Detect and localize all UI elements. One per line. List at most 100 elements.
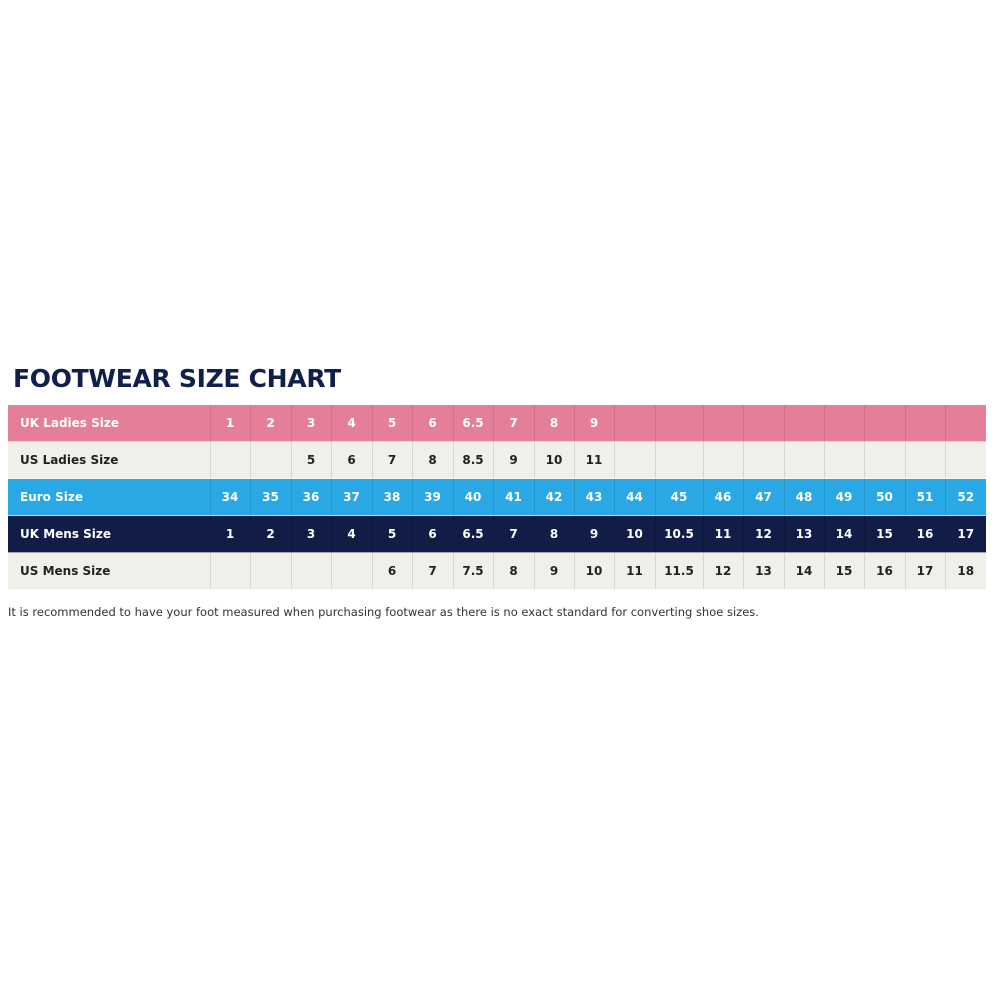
size-cell: 48 bbox=[783, 478, 824, 516]
size-cell: 14 bbox=[783, 552, 824, 590]
size-cell bbox=[654, 405, 703, 442]
page-title: FOOTWEAR SIZE CHART bbox=[13, 364, 341, 393]
table-row: UK Ladies Size 1 2 3 4 5 6 6.5 7 8 9 bbox=[8, 405, 986, 442]
size-cell: 15 bbox=[863, 515, 905, 553]
size-cell bbox=[702, 405, 743, 442]
size-cell bbox=[742, 441, 784, 479]
size-chart-table: UK Ladies Size 1 2 3 4 5 6 6.5 7 8 9 US Ladies Size… bbox=[8, 405, 986, 590]
size-cell: 41 bbox=[492, 478, 534, 516]
size-cell bbox=[863, 441, 905, 479]
size-cell bbox=[209, 552, 250, 590]
size-cell: 15 bbox=[823, 552, 864, 590]
size-cell: 3 bbox=[290, 515, 331, 553]
size-cell: 6.5 bbox=[452, 515, 493, 553]
size-cell: 10 bbox=[613, 515, 655, 553]
size-cell: 9 bbox=[533, 552, 574, 590]
size-cell bbox=[823, 405, 864, 442]
size-cell: 6 bbox=[411, 405, 453, 442]
size-cell: 14 bbox=[823, 515, 864, 553]
size-cell: 3 bbox=[290, 405, 331, 442]
size-cell: 9 bbox=[573, 515, 614, 553]
size-cell: 2 bbox=[249, 515, 291, 553]
row-label: Euro Size bbox=[8, 478, 210, 516]
size-cell: 34 bbox=[209, 478, 250, 516]
size-cell: 6 bbox=[330, 441, 372, 479]
size-cell: 5 bbox=[290, 441, 331, 479]
size-cell: 47 bbox=[742, 478, 784, 516]
size-cell: 11 bbox=[613, 552, 655, 590]
size-cell bbox=[783, 405, 824, 442]
size-cell: 11 bbox=[702, 515, 743, 553]
row-label: US Ladies Size bbox=[8, 441, 210, 479]
size-cell: 7 bbox=[492, 515, 534, 553]
size-cell: 38 bbox=[371, 478, 412, 516]
size-cell bbox=[904, 405, 945, 442]
size-cell: 13 bbox=[742, 552, 784, 590]
size-cell bbox=[944, 405, 986, 442]
row-label: UK Ladies Size bbox=[8, 405, 210, 442]
size-cell: 9 bbox=[573, 405, 614, 442]
size-cell: 2 bbox=[249, 405, 291, 442]
size-cell: 1 bbox=[209, 405, 250, 442]
size-cell: 6 bbox=[411, 515, 453, 553]
size-cell: 42 bbox=[533, 478, 574, 516]
size-cell: 10 bbox=[533, 441, 574, 479]
size-cell bbox=[613, 405, 655, 442]
row-label: US Mens Size bbox=[8, 552, 210, 590]
table-row: UK Mens Size 1 2 3 4 5 6 6.5 7 8 9 10 10.5 11 12 13 14 15… bbox=[8, 515, 986, 553]
size-cell: 50 bbox=[863, 478, 905, 516]
size-cell bbox=[654, 441, 703, 479]
size-cell: 46 bbox=[702, 478, 743, 516]
size-cell: 7.5 bbox=[452, 552, 493, 590]
size-cell: 40 bbox=[452, 478, 493, 516]
size-cell bbox=[904, 441, 945, 479]
size-cell bbox=[249, 552, 291, 590]
size-cell bbox=[863, 405, 905, 442]
size-cell: 10.5 bbox=[654, 515, 703, 553]
size-cell: 4 bbox=[330, 405, 372, 442]
size-cell: 7 bbox=[411, 552, 453, 590]
size-cell bbox=[944, 441, 986, 479]
size-cell: 7 bbox=[492, 405, 534, 442]
size-cell: 39 bbox=[411, 478, 453, 516]
size-cell: 18 bbox=[944, 552, 986, 590]
size-cell bbox=[209, 441, 250, 479]
size-cell: 5 bbox=[371, 405, 412, 442]
size-cell: 8 bbox=[533, 515, 574, 553]
size-cell: 6 bbox=[371, 552, 412, 590]
size-cell: 12 bbox=[742, 515, 784, 553]
size-cell: 11.5 bbox=[654, 552, 703, 590]
size-cell: 8 bbox=[533, 405, 574, 442]
size-cell: 9 bbox=[492, 441, 534, 479]
size-cell: 4 bbox=[330, 515, 372, 553]
row-label: UK Mens Size bbox=[8, 515, 210, 553]
disclaimer-note: It is recommended to have your foot meas… bbox=[8, 605, 759, 619]
size-cell bbox=[783, 441, 824, 479]
size-cell: 52 bbox=[944, 478, 986, 516]
size-cell: 8 bbox=[411, 441, 453, 479]
size-cell bbox=[613, 441, 655, 479]
size-cell: 37 bbox=[330, 478, 372, 516]
size-cell bbox=[702, 441, 743, 479]
size-cell bbox=[742, 405, 784, 442]
size-cell bbox=[290, 552, 331, 590]
size-cell: 6.5 bbox=[452, 405, 493, 442]
size-cell bbox=[249, 441, 291, 479]
size-cell: 8.5 bbox=[452, 441, 493, 479]
size-cell: 44 bbox=[613, 478, 655, 516]
table-row: US Mens Size 6 7 7.5 8 9 10 11 11.5 12 13 14 15 16 17 1… bbox=[8, 552, 986, 590]
size-cell: 16 bbox=[863, 552, 905, 590]
size-cell: 12 bbox=[702, 552, 743, 590]
size-cell: 8 bbox=[492, 552, 534, 590]
size-cell: 5 bbox=[371, 515, 412, 553]
size-cell: 49 bbox=[823, 478, 864, 516]
size-cell: 13 bbox=[783, 515, 824, 553]
size-cell: 16 bbox=[904, 515, 945, 553]
size-cell: 1 bbox=[209, 515, 250, 553]
size-cell: 17 bbox=[944, 515, 986, 553]
size-cell: 36 bbox=[290, 478, 331, 516]
size-cell bbox=[330, 552, 372, 590]
size-cell: 51 bbox=[904, 478, 945, 516]
size-cell: 7 bbox=[371, 441, 412, 479]
size-cell: 11 bbox=[573, 441, 614, 479]
